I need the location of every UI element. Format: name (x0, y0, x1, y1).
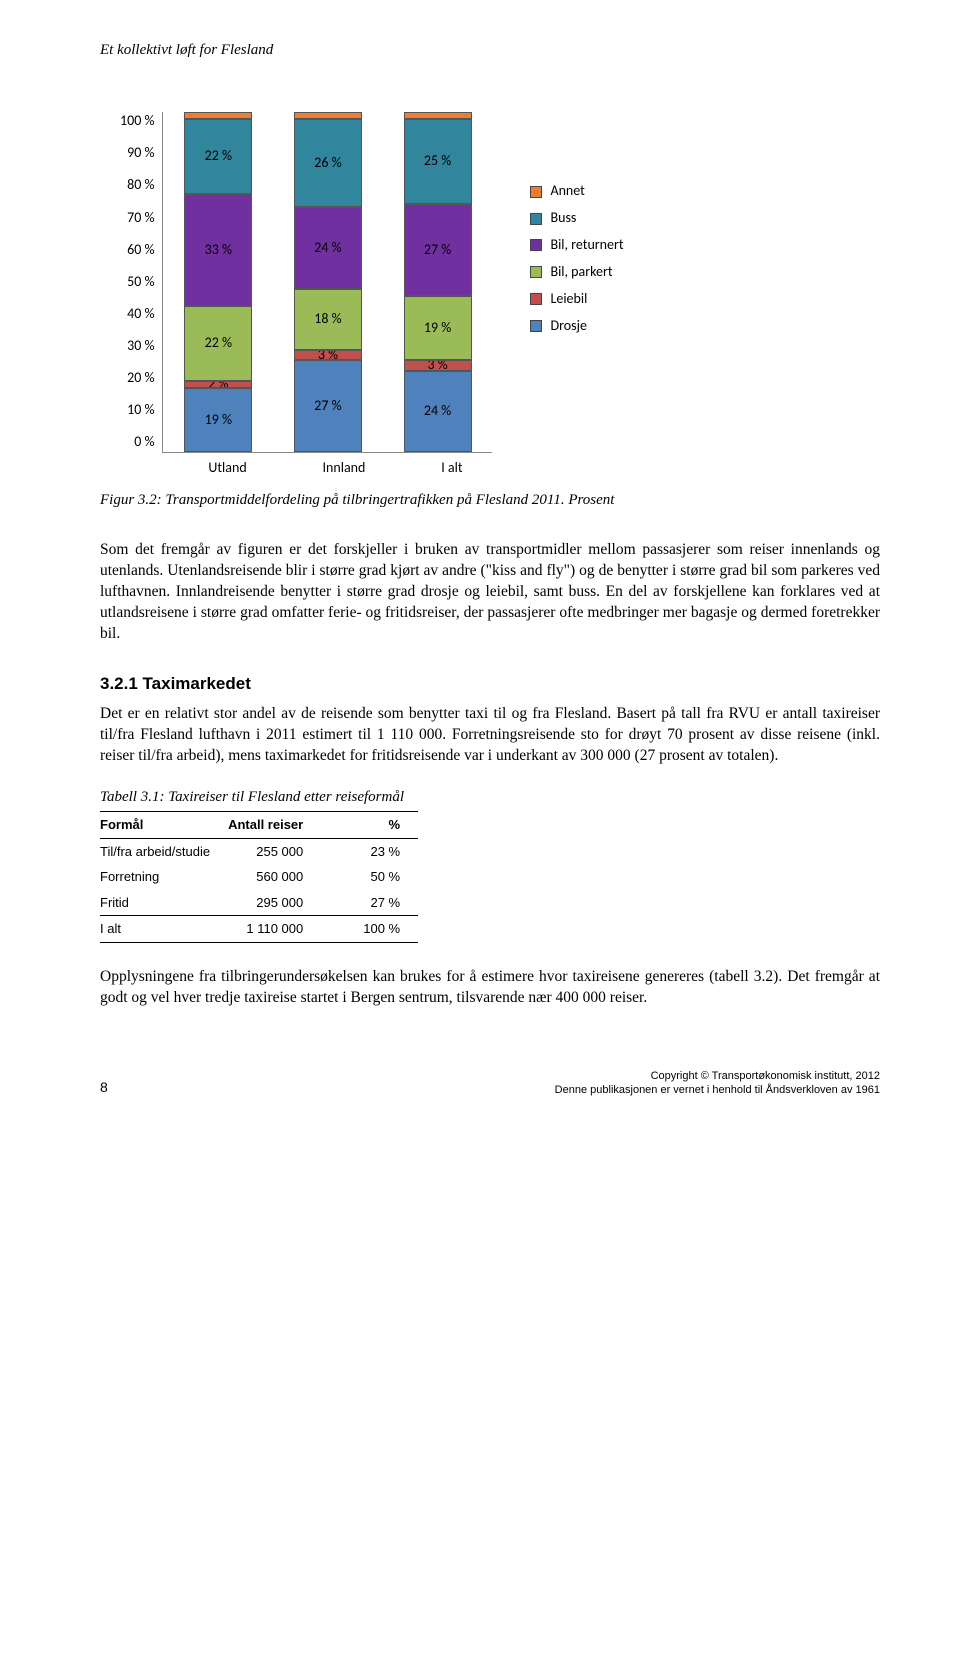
segment: 19 % (404, 296, 472, 361)
legend-label: Bil, parkert (550, 263, 612, 282)
segment: 3 % (404, 360, 472, 370)
table-cell: I alt (100, 916, 228, 943)
copyright-block: Copyright © Transportøkonomisk institutt… (555, 1069, 880, 1098)
legend-swatch (530, 213, 542, 225)
chart-bars-area: 19 %2 %22 %33 %22 %27 %3 %18 %24 %26 %24… (162, 112, 492, 453)
table-row: Fritid295 00027 % (100, 890, 418, 916)
segment: 19 % (184, 388, 252, 453)
y-tick: 10 % (120, 401, 154, 420)
legend-swatch (530, 239, 542, 251)
page-number: 8 (100, 1078, 108, 1097)
table-row: Forretning560 00050 % (100, 864, 418, 890)
chart-legend: Annet Buss Bil, returnert Bil, parkert Leieb… (530, 182, 623, 343)
legend-label: Bil, returnert (550, 236, 623, 255)
x-label: Utland (208, 459, 246, 478)
legend-item: Bil, returnert (530, 236, 623, 255)
copyright-line-2: Denne publikasjonen er vernet i henhold … (555, 1083, 880, 1097)
y-tick: 30 % (120, 337, 154, 356)
segment: 22 % (184, 119, 252, 194)
legend-label: Annet (550, 182, 584, 201)
y-tick: 80 % (120, 176, 154, 195)
legend-label: Leiebil (550, 290, 587, 309)
table-cell: 50 % (363, 864, 418, 890)
table-cell: 255 000 (228, 838, 363, 864)
x-label: I alt (441, 459, 462, 478)
legend-label: Buss (550, 209, 576, 228)
chart-y-axis: 100 % 90 % 80 % 70 % 60 % 50 % 40 % 30 % 20 % 10 … (120, 112, 162, 452)
page-footer: 8 Copyright © Transportøkonomisk institu… (100, 1069, 880, 1098)
table-header: % (363, 811, 418, 838)
table-cell: 560 000 (228, 864, 363, 890)
legend-item: Drosje (530, 317, 623, 336)
x-label: Innland (323, 459, 366, 478)
legend-swatch (530, 293, 542, 305)
chart-x-labels: Utland Innland I alt (170, 453, 500, 478)
segment: 26 % (294, 119, 362, 207)
bar-Innland: 27 %3 %18 %24 %26 % (294, 112, 362, 452)
y-tick: 40 % (120, 305, 154, 324)
segment: 27 % (404, 204, 472, 296)
segment: 24 % (294, 207, 362, 289)
legend-swatch (530, 320, 542, 332)
y-tick: 100 % (120, 112, 154, 131)
table-header: Formål (100, 811, 228, 838)
table-cell: Til/fra arbeid/studie (100, 838, 228, 864)
segment: 24 % (404, 371, 472, 453)
bar-Utland: 19 %2 %22 %33 %22 % (184, 112, 252, 452)
figure-caption: Figur 3.2: Transportmiddelfordeling på t… (100, 490, 880, 510)
segment: 33 % (184, 194, 252, 306)
paragraph-3: Opplysningene fra tilbringerundersøkelse… (100, 967, 880, 1009)
legend-label: Drosje (550, 317, 586, 336)
y-tick: 70 % (120, 209, 154, 228)
legend-swatch (530, 186, 542, 198)
segment (294, 112, 362, 119)
table-cell: 100 % (363, 916, 418, 943)
table-cell: 295 000 (228, 890, 363, 916)
table-caption: Tabell 3.1: Taxireiser til Flesland ette… (100, 787, 880, 807)
legend-item: Bil, parkert (530, 263, 623, 282)
paragraph-2: Det er en relativt stor andel av de reis… (100, 704, 880, 767)
y-tick: 0 % (120, 433, 154, 452)
y-tick: 50 % (120, 273, 154, 292)
segment (404, 112, 472, 119)
table-row: Til/fra arbeid/studie255 00023 % (100, 838, 418, 864)
segment: 2 % (184, 381, 252, 388)
y-tick: 20 % (120, 369, 154, 388)
table-cell: Forretning (100, 864, 228, 890)
segment: 25 % (404, 119, 472, 204)
table-cell: 1 110 000 (228, 916, 363, 943)
copyright-line-1: Copyright © Transportøkonomisk institutt… (555, 1069, 880, 1083)
y-tick: 60 % (120, 241, 154, 260)
segment: 22 % (184, 306, 252, 381)
paragraph-1: Som det fremgår av figuren er det forskj… (100, 540, 880, 645)
table-cell: Fritid (100, 890, 228, 916)
legend-item: Buss (530, 209, 623, 228)
legend-item: Annet (530, 182, 623, 201)
table-header: Antall reiser (228, 811, 363, 838)
segment: 3 % (294, 350, 362, 360)
table-cell: 23 % (363, 838, 418, 864)
table-total-row: I alt1 110 000100 % (100, 916, 418, 943)
segment: 27 % (294, 360, 362, 452)
table-cell: 27 % (363, 890, 418, 916)
legend-swatch (530, 266, 542, 278)
stacked-bar-chart: 100 % 90 % 80 % 70 % 60 % 50 % 40 % 30 % 20 % 10 … (120, 112, 880, 478)
y-tick: 90 % (120, 144, 154, 163)
segment (184, 112, 252, 119)
bar-I alt: 24 %3 %19 %27 %25 % (404, 112, 472, 452)
taxi-table: FormålAntall reiser%Til/fra arbeid/studi… (100, 811, 418, 943)
segment: 18 % (294, 289, 362, 350)
legend-item: Leiebil (530, 290, 623, 309)
running-head: Et kollektivt løft for Flesland (100, 40, 880, 60)
subheading-taximarkedet: 3.2.1 Taximarkedet (100, 673, 880, 696)
